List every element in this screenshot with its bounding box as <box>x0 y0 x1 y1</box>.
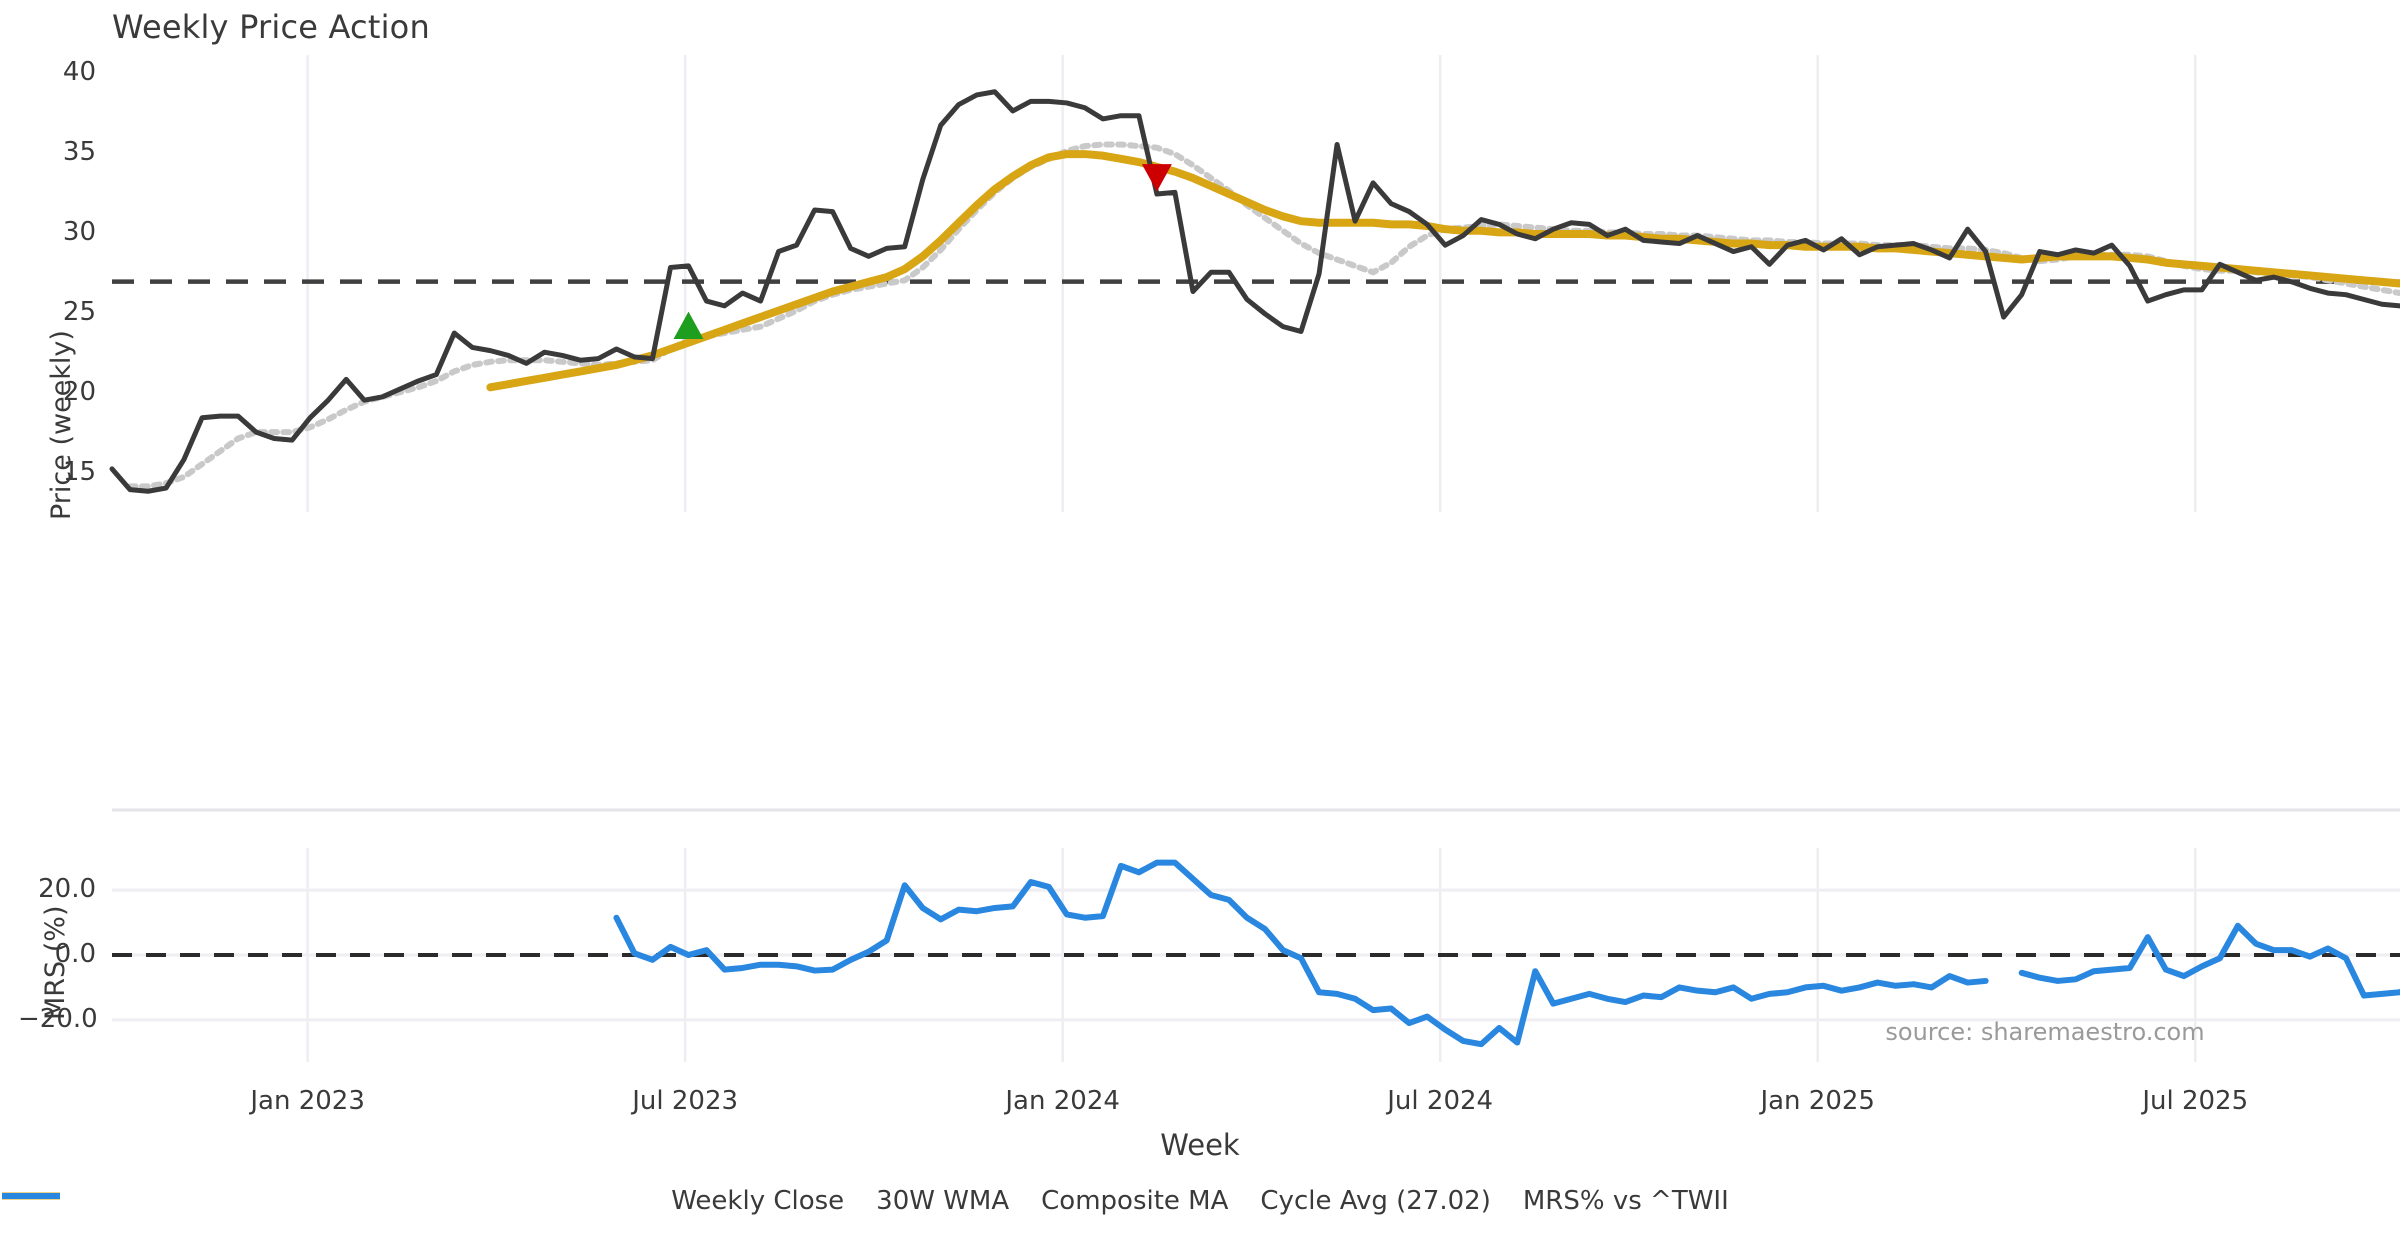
x-axis-label: Week <box>1160 1128 1240 1162</box>
x-tick-4: Jan 2025 <box>1760 1086 1875 1116</box>
legend-label-4: MRS% vs ^TWII <box>1522 1186 1729 1216</box>
x-tick-3: Jul 2024 <box>1387 1086 1494 1116</box>
x-tick-1: Jul 2023 <box>632 1086 739 1116</box>
legend-label-1: 30W WMA <box>876 1186 1010 1216</box>
legend-label-0: Weekly Close <box>671 1186 845 1216</box>
legend-swatch-4 <box>2 1193 60 1199</box>
series-mrs-pct <box>613 859 2400 1048</box>
mrs-ytick-0: −20.0 <box>18 1003 98 1034</box>
price-ytick-40: 40 <box>62 57 96 88</box>
legend-item-mrs-vs-twii[interactable]: MRS% vs ^TWII <box>2 1186 1729 1216</box>
x-tick-5: Jul 2025 <box>2142 1086 2249 1116</box>
price-ytick-15: 15 <box>62 456 96 487</box>
mrs-ytick-1: 0.0 <box>54 939 96 969</box>
sell-marker <box>1141 164 1172 192</box>
legend-item-30w-wma[interactable]: 30W WMA <box>2 1186 1010 1216</box>
legend-label-2: Composite MA <box>1041 1186 1229 1216</box>
price-ytick-35: 35 <box>62 137 96 168</box>
legend-label-3: Cycle Avg (27.02) <box>1260 1186 1491 1216</box>
source-watermark: source: sharemaestro.com <box>1885 1018 2205 1046</box>
legend-item-composite-ma[interactable]: Composite MA <box>2 1186 1229 1216</box>
x-tick-0: Jan 2023 <box>250 1086 365 1116</box>
mrs-ytick-2: 20.0 <box>38 874 96 905</box>
x-tick-2: Jan 2024 <box>1005 1086 1120 1116</box>
price-ytick-30: 30 <box>62 216 96 247</box>
chart-title: Weekly Price Action <box>112 8 430 46</box>
buy-marker <box>673 311 704 339</box>
series-weekly-close <box>109 89 2400 494</box>
series-30w-wma <box>486 150 2400 392</box>
chart-legend: Weekly Close 30W WMA Composite MA Cycle Avg… <box>0 1186 2400 1216</box>
legend-item-weekly-close[interactable]: Weekly Close <box>2 1186 845 1216</box>
legend-item-cycle-avg-27-02[interactable]: Cycle Avg (27.02) <box>2 1186 1491 1216</box>
price-ytick-25: 25 <box>62 296 96 327</box>
price-ytick-20: 20 <box>62 376 96 407</box>
